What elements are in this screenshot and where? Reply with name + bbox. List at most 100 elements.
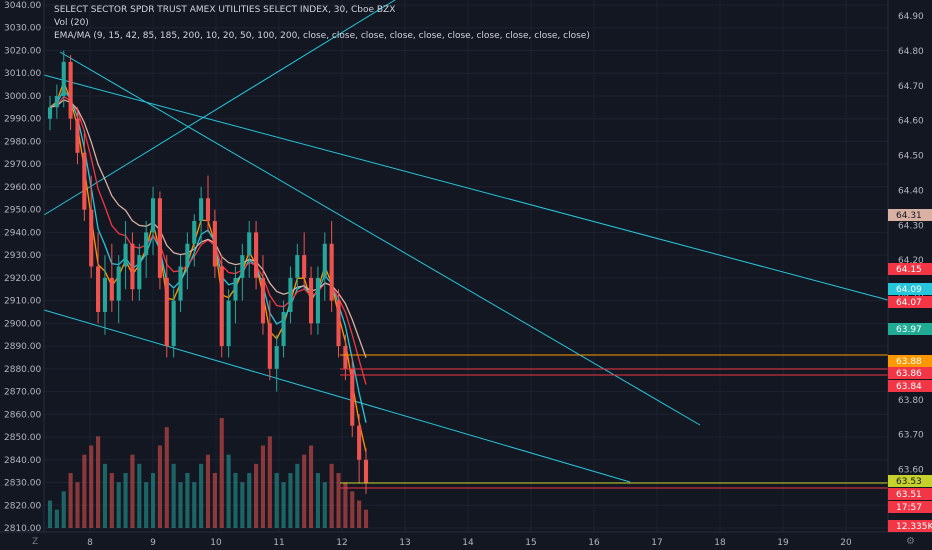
time-axis-tick: 17 <box>651 538 662 548</box>
trend-line <box>43 74 889 301</box>
candle-body <box>274 346 279 369</box>
candle-body <box>123 243 128 267</box>
right-axis-tick: 63.80 <box>898 396 924 406</box>
candle-body <box>82 152 87 210</box>
volume-bar <box>123 473 128 528</box>
candle-body <box>192 221 197 244</box>
left-axis-tick: 2960.00 <box>4 183 41 193</box>
right-axis-tick: 64.80 <box>898 47 924 57</box>
left-axis-tick: 2990.00 <box>4 115 41 125</box>
right-axis-tick: 64.60 <box>898 117 924 127</box>
left-axis-tick: 2820.00 <box>4 501 41 511</box>
volume-bar <box>357 500 362 528</box>
time-axis[interactable]: 8 9 10 11 12 13 14 15 16 17 18 19 20 <box>0 531 932 550</box>
time-axis-tick: 19 <box>777 538 789 548</box>
left-axis-tick: 2870.00 <box>4 388 41 398</box>
price-label: 63.97 <box>896 325 922 335</box>
left-axis-tick: 2950.00 <box>4 206 41 216</box>
candle-body <box>109 277 114 301</box>
volume-bar <box>109 473 114 528</box>
right-axis-tick: 64.30 <box>898 221 924 231</box>
candle-body <box>137 255 142 290</box>
volume-bar <box>102 463 108 528</box>
volume-bar <box>240 482 245 528</box>
candle-body <box>116 266 121 301</box>
volume-bar <box>171 463 176 528</box>
volume-bar <box>281 482 286 528</box>
candle-body <box>212 221 217 267</box>
volume-bar <box>329 463 334 528</box>
candle-body <box>75 118 80 153</box>
symbol-title[interactable]: SELECT SECTOR SPDR TRUST AMEX UTILITIES … <box>54 5 396 15</box>
trend-line <box>43 309 631 483</box>
time-axis-tick: 11 <box>273 538 284 548</box>
axis-corner: Z ⚙ <box>32 536 915 547</box>
candle-body <box>233 277 238 301</box>
time-axis-tick: 16 <box>588 538 600 548</box>
volume-bar <box>89 445 94 528</box>
left-axis-tick: 2970.00 <box>4 160 41 170</box>
candle-body <box>199 198 204 222</box>
left-axis-tick: 2980.00 <box>4 137 41 147</box>
price-label-bg <box>888 520 932 532</box>
volume-bar <box>192 482 197 528</box>
candle-body <box>343 346 348 369</box>
volume-bars <box>47 418 369 528</box>
trend-line <box>59 51 701 426</box>
left-axis-tick: 2930.00 <box>4 251 41 261</box>
volume-bar <box>178 482 183 528</box>
candle-body <box>295 255 300 278</box>
zoom-icon[interactable]: Z <box>32 537 38 547</box>
moving-averages <box>49 79 367 453</box>
left-axis-tick: 3000.00 <box>4 92 41 102</box>
ema-indicator-label[interactable]: EMA/MA (9, 15, 42, 85, 185, 200, 10, 20,… <box>54 31 590 41</box>
left-axis-tick: 2940.00 <box>4 228 41 238</box>
candle-body <box>144 232 149 256</box>
left-axis-tick: 2880.00 <box>4 365 41 375</box>
volume-bar <box>185 473 190 528</box>
volume-bar <box>336 473 341 528</box>
candles <box>47 50 369 494</box>
right-axis-tick: 64.20 <box>898 256 924 266</box>
volume-bar <box>150 473 156 528</box>
volume-bar <box>233 473 238 528</box>
right-axis-tick: 63.70 <box>898 431 924 441</box>
candle-body <box>336 300 341 347</box>
price-labels: 64.31 64.15 64.09 64.07 63.97 63.88 63.86 63.84… <box>888 209 932 532</box>
price-label-bg <box>888 355 932 367</box>
candle-body <box>205 198 211 222</box>
price-label-bg <box>888 475 932 487</box>
volume-indicator-label[interactable]: Vol (20) <box>54 18 89 28</box>
price-label-bg <box>888 263 932 275</box>
trend-lines[interactable] <box>43 0 889 483</box>
volume-bar <box>68 473 73 528</box>
left-axis-tick: 2920.00 <box>4 274 41 284</box>
volume-bar <box>315 473 320 528</box>
chart-legend: SELECT SECTOR SPDR TRUST AMEX UTILITIES … <box>54 4 590 43</box>
candle-body <box>308 277 314 324</box>
candle-body <box>315 277 320 324</box>
candle-body <box>260 277 266 324</box>
price-label-bg <box>888 323 932 335</box>
moving-average-line <box>49 99 367 358</box>
volume-bar <box>75 482 80 528</box>
left-axis-tick: 2810.00 <box>4 524 41 534</box>
candle-body <box>164 277 169 347</box>
price-label-bg <box>888 488 932 500</box>
volume-bar <box>267 436 272 528</box>
right-axis-tick: 63.60 <box>898 466 924 476</box>
volume-bar <box>288 473 293 528</box>
volume-bar <box>254 463 259 528</box>
volume-bar <box>308 445 314 528</box>
left-axis-tick: 2850.00 <box>4 433 41 443</box>
candle-body <box>219 266 224 347</box>
left-price-axis[interactable]: 3040.00 3030.00 3020.00 3010.00 3000.00 2990.… <box>0 0 45 534</box>
horizontal-levels[interactable] <box>340 354 888 489</box>
price-label: 17:57 <box>896 503 922 513</box>
price-label-bg <box>888 283 932 295</box>
candle-body <box>302 255 307 278</box>
price-label: 64.09 <box>896 285 922 295</box>
volume-bar <box>157 445 162 528</box>
settings-icon[interactable]: ⚙ <box>906 536 915 547</box>
